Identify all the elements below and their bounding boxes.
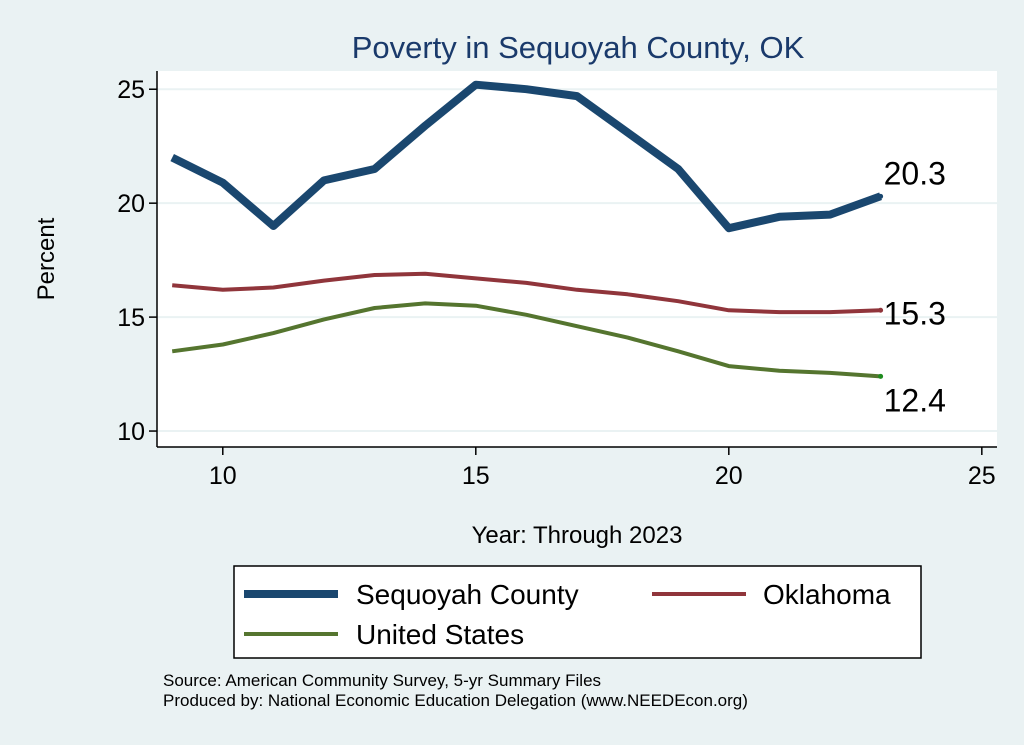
series-line-united-states xyxy=(171,301,881,379)
series-line-oklahoma xyxy=(172,271,881,315)
series-end-point-united-states xyxy=(878,373,884,379)
x-tick-label: 10 xyxy=(209,462,237,490)
series-layer xyxy=(170,80,884,379)
axes: 10 15 20 25 10 15 20 25 xyxy=(117,71,997,490)
end-label-oklahoma: 15.3 xyxy=(884,295,946,331)
legend-label-united-states: United States xyxy=(356,619,524,650)
legend: Sequoyah County Oklahoma United States xyxy=(233,565,922,659)
y-tick-label: 20 xyxy=(117,190,145,218)
series-line-sequoyah-county xyxy=(170,80,882,233)
series-end-point-oklahoma xyxy=(878,307,884,313)
end-label-sequoyah-county: 20.3 xyxy=(884,155,946,191)
x-tick-label: 25 xyxy=(968,462,996,490)
x-tick-label: 20 xyxy=(715,462,743,490)
end-label-united-states: 12.4 xyxy=(884,382,946,418)
y-tick-label: 25 xyxy=(117,76,145,104)
legend-label-oklahoma: Oklahoma xyxy=(763,579,891,610)
plot-area xyxy=(157,71,997,447)
source-note: Source: American Community Survey, 5-yr … xyxy=(163,671,602,690)
producer-note: Produced by: National Economic Education… xyxy=(163,691,748,710)
footer: Source: American Community Survey, 5-yr … xyxy=(163,671,748,711)
legend-box xyxy=(233,565,922,659)
chart-title: Poverty in Sequoyah County, OK xyxy=(352,30,805,65)
series-end-point-sequoyah-county xyxy=(878,193,884,199)
y-axis-label: Percent xyxy=(33,217,60,300)
y-tick-label: 15 xyxy=(117,304,145,332)
y-tick-label: 10 xyxy=(117,418,145,446)
x-axis-label: Year: Through 2023 xyxy=(472,522,683,549)
end-labels: 20.3 15.3 12.4 xyxy=(884,155,946,418)
x-tick-label: 15 xyxy=(462,462,490,490)
legend-label-sequoyah: Sequoyah County xyxy=(356,579,579,610)
